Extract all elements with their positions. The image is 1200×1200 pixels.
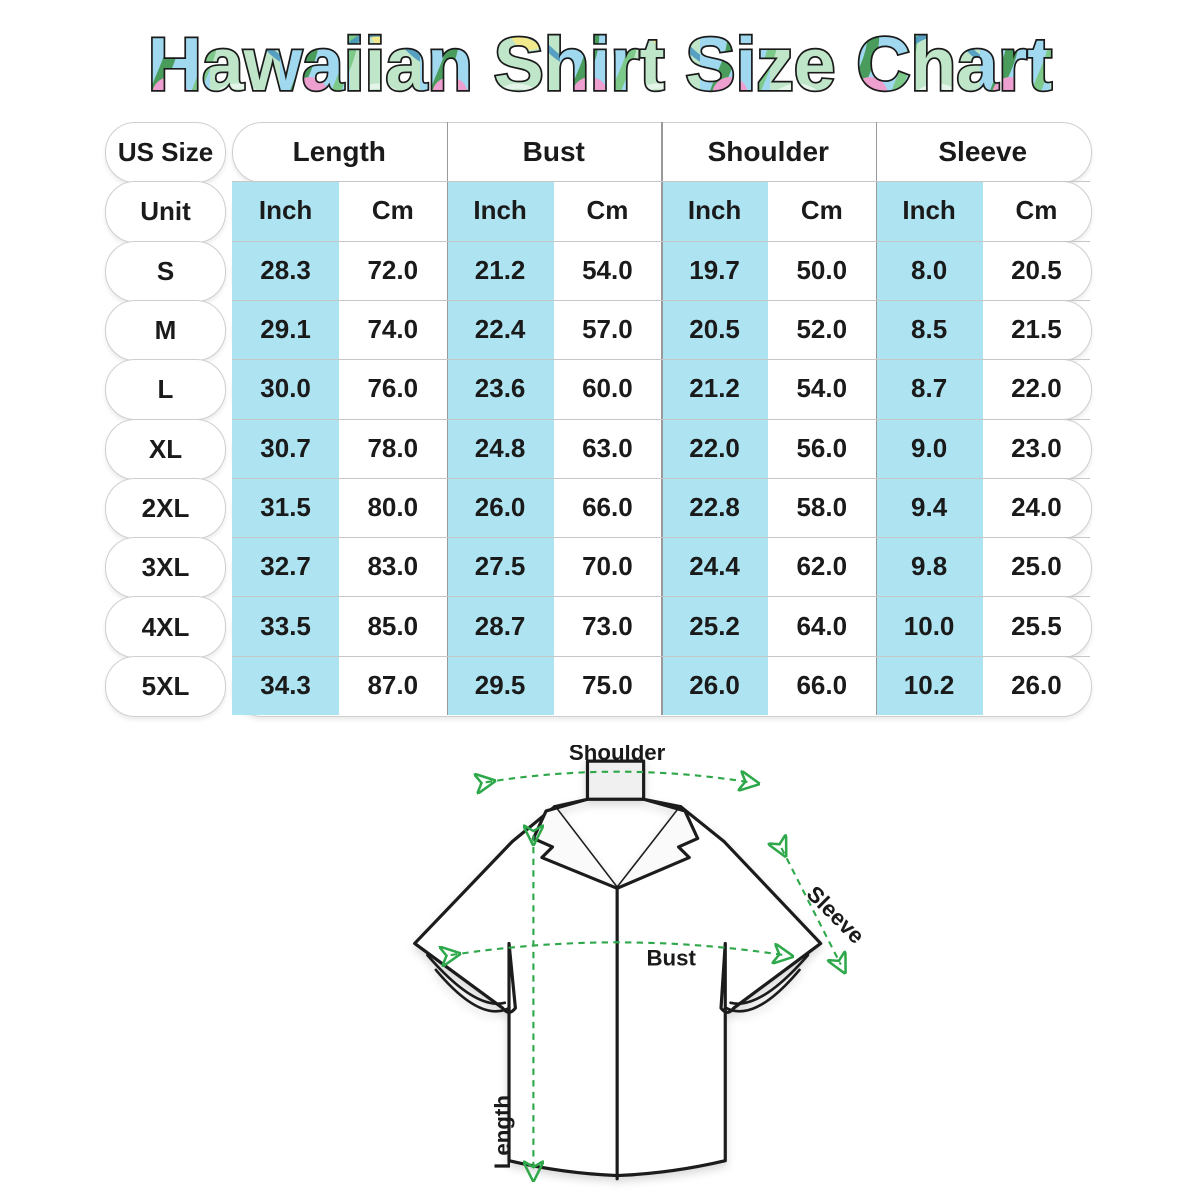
svg-text:Shoulder: Shoulder bbox=[569, 745, 666, 765]
svg-text:Length: Length bbox=[490, 1095, 515, 1169]
svg-text:Bust: Bust bbox=[646, 946, 696, 971]
